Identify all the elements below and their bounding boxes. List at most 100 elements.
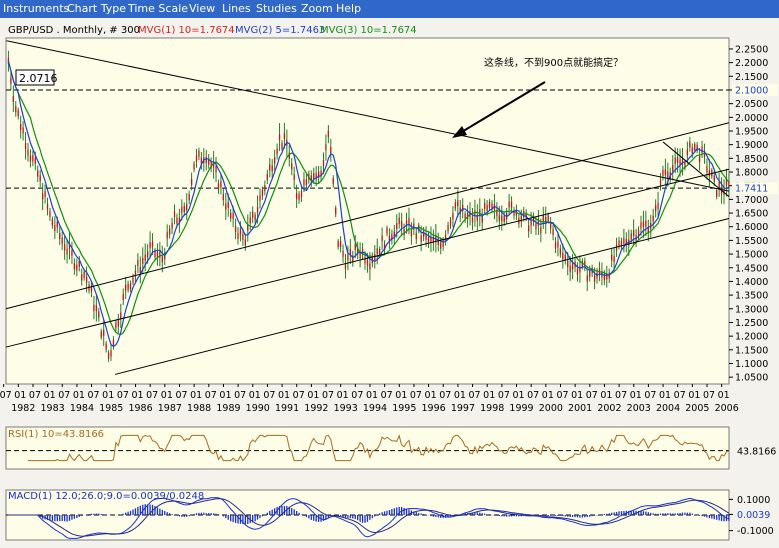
rsi-indicator: 43.8166 — [6, 434, 776, 462]
year-label: 1992 — [304, 403, 328, 414]
chart-area[interactable]: 2.2500 2.2000 2.1500 2.1000 2.0500 2.0000 1.95… — [0, 18, 779, 548]
menu-chart-type[interactable]: Chart Type — [67, 2, 126, 15]
price-marker-box — [15, 69, 55, 86]
price-header-mvg3: MVG(3) 10=1.7674 — [320, 25, 417, 36]
month-label: 07 — [439, 390, 451, 401]
year-label: 2000 — [539, 403, 563, 414]
horizontal-levels: 2.1000 1.7411 — [6, 83, 778, 195]
trendline — [5, 168, 730, 348]
menu-studies[interactable]: Studies — [256, 2, 297, 15]
month-label: 01 — [249, 390, 261, 401]
trendline — [5, 122, 730, 310]
month-label: 01 — [688, 390, 700, 401]
month-label: 07 — [0, 390, 12, 401]
macd-tick-label: 0.0039 — [737, 510, 770, 521]
year-label: 1984 — [70, 403, 94, 414]
year-label: 1988 — [187, 403, 211, 414]
macd-line — [8, 497, 730, 539]
month-label: 07 — [644, 390, 656, 401]
macd-signal-line — [8, 498, 730, 537]
year-label: 1999 — [509, 403, 533, 414]
menu-help[interactable]: Help — [336, 2, 362, 15]
price-tick-label: 2.0000 — [735, 113, 768, 124]
month-label: 01 — [73, 390, 85, 401]
month-label: 07 — [469, 390, 481, 401]
month-label: 07 — [586, 390, 598, 401]
price-marker-label: 2.0716 — [19, 72, 58, 85]
month-label: 01 — [44, 390, 56, 401]
level-label: 1.7411 — [735, 184, 768, 195]
menu-time-scale[interactable]: Time Scale — [128, 2, 189, 15]
menu-lines[interactable]: Lines — [222, 2, 251, 15]
year-label: 2001 — [568, 403, 592, 414]
month-label: 01 — [630, 390, 642, 401]
trendlines — [5, 40, 730, 375]
month-label: 01 — [425, 390, 437, 401]
month-label: 01 — [483, 390, 495, 401]
price-tick-label: 1.9500 — [735, 126, 768, 137]
rsi-header: RSI(1) 10=43.8166 — [8, 429, 104, 440]
month-label: 07 — [205, 390, 217, 401]
month-label: 01 — [395, 390, 407, 401]
year-label: 2005 — [685, 403, 709, 414]
year-label: 2006 — [715, 403, 739, 414]
trendline — [662, 141, 730, 198]
price-tick-label: 1.0500 — [735, 373, 768, 384]
trendline — [6, 40, 730, 192]
price-tick-label: 1.4500 — [735, 263, 768, 274]
menu-bar: Instruments Chart Type Time Scale View L… — [0, 0, 779, 18]
month-label: 01 — [542, 390, 554, 401]
month-label: 07 — [234, 390, 246, 401]
year-label: 1998 — [480, 403, 504, 414]
month-label: 07 — [615, 390, 627, 401]
year-label: 1993 — [334, 403, 358, 414]
price-tick-label: 1.3000 — [735, 304, 768, 315]
annotation-arrow — [459, 81, 546, 134]
year-label: 1997 — [451, 403, 475, 414]
price-tick-label: 1.3500 — [735, 291, 768, 302]
month-label: 01 — [718, 390, 730, 401]
price-tick-label: 1.8000 — [735, 168, 768, 179]
menu-instruments[interactable]: Instruments — [3, 2, 70, 15]
year-label: 2003 — [627, 403, 651, 414]
arrow-head-icon — [452, 126, 467, 138]
rsi-panel[interactable] — [5, 426, 730, 470]
menu-zoom[interactable]: Zoom — [301, 2, 333, 15]
month-label: 01 — [190, 390, 202, 401]
year-label: 1986 — [128, 403, 152, 414]
month-label: 01 — [659, 390, 671, 401]
macd-tick-label: -0.1000 — [737, 526, 774, 537]
year-label: 2002 — [597, 403, 621, 414]
year-label: 2004 — [656, 403, 680, 414]
year-label: 1985 — [99, 403, 123, 414]
trendline — [114, 218, 730, 375]
month-label: 01 — [600, 390, 612, 401]
month-label: 01 — [14, 390, 26, 401]
month-label: 07 — [29, 390, 41, 401]
month-label: 01 — [131, 390, 143, 401]
price-tick-label: 1.8500 — [735, 154, 768, 165]
month-label: 07 — [175, 390, 187, 401]
price-tick-label: 1.7000 — [735, 195, 768, 206]
macd-indicator: 0.1000 0.0039 -0.1000 — [6, 495, 774, 539]
time-axis: 07 01 07 01 07 01 07 01 07 01 07 01 07 01 07 01 07 01 07 01… — [0, 384, 739, 414]
month-label: 01 — [337, 390, 349, 401]
menu-view[interactable]: View — [189, 2, 216, 15]
year-label: 1987 — [158, 403, 182, 414]
price-tick-label: 1.2500 — [735, 318, 768, 329]
month-label: 07 — [703, 390, 715, 401]
price-tick-label: 1.1000 — [735, 359, 768, 370]
year-label: 1991 — [275, 403, 299, 414]
month-label: 07 — [263, 390, 275, 401]
price-tick-label: 2.2000 — [735, 58, 768, 69]
month-label: 07 — [674, 390, 686, 401]
price-tick-label: 1.6000 — [735, 222, 768, 233]
month-label: 07 — [410, 390, 422, 401]
year-label: 1995 — [392, 403, 416, 414]
month-label: 07 — [498, 390, 510, 401]
macd-tick-label: 0.1000 — [737, 495, 770, 506]
month-label: 01 — [161, 390, 173, 401]
year-label: 1983 — [41, 403, 65, 414]
year-label: 1989 — [216, 403, 240, 414]
month-label: 01 — [307, 390, 319, 401]
